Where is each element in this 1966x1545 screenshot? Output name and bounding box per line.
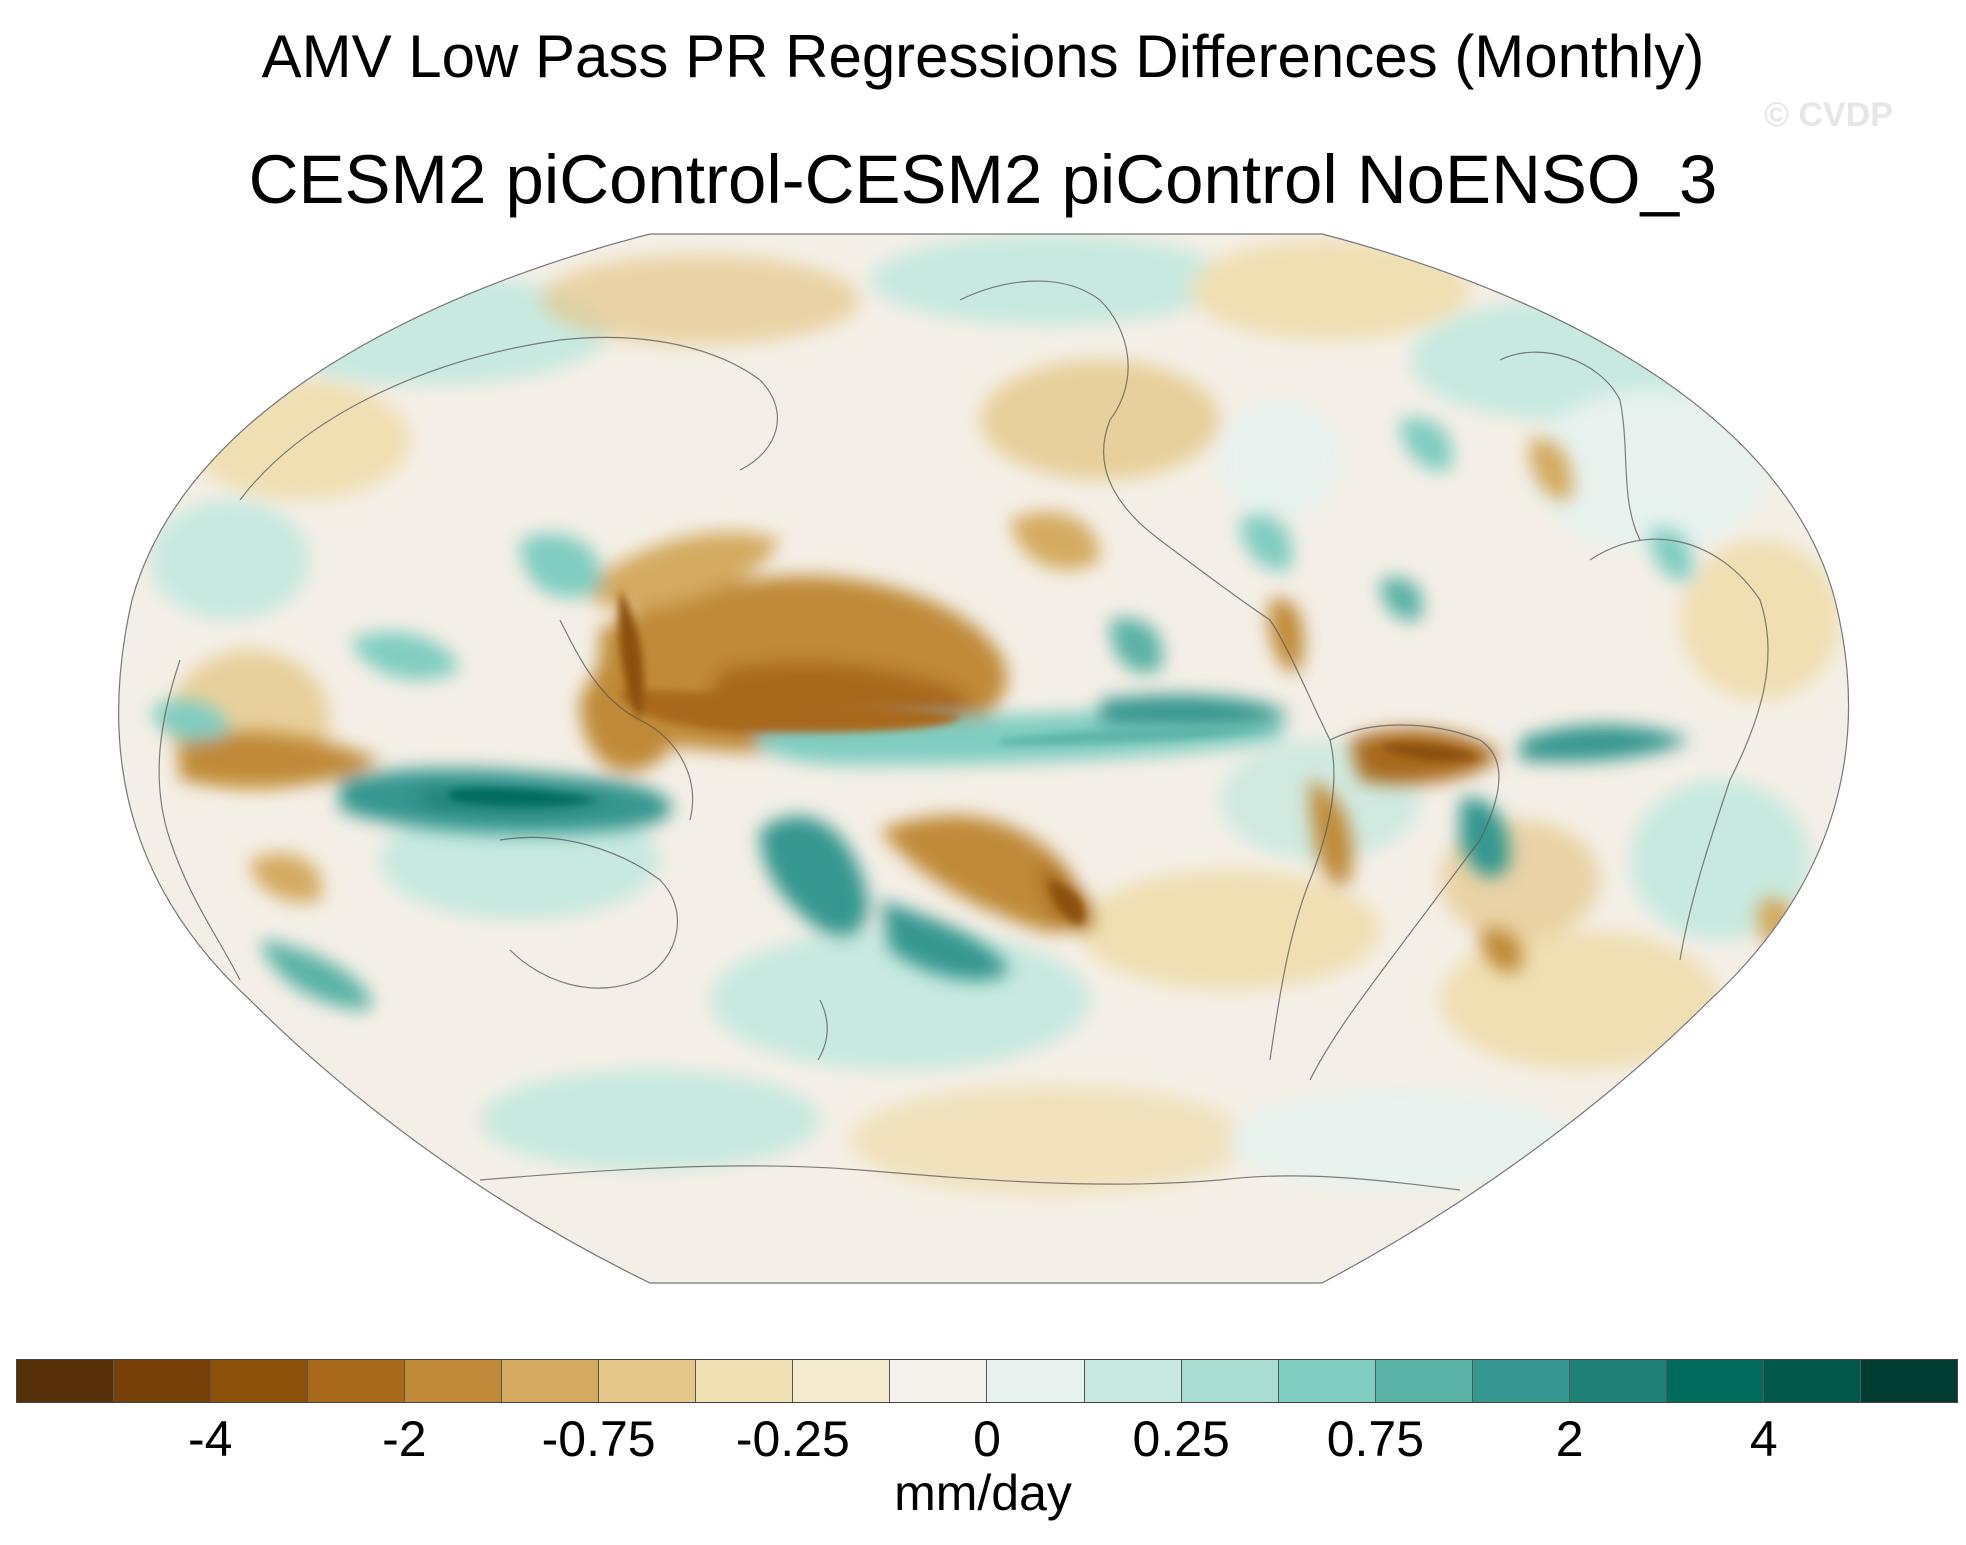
colorbar-tick-label: 0.75 [1326, 1411, 1425, 1467]
colorbar-tick-label: 0 [973, 1411, 1001, 1467]
colorbar-swatch [1666, 1360, 1764, 1402]
colorbar-tick-label: 4 [1749, 1411, 1778, 1467]
colorbar-tick-label: 2 [1555, 1411, 1584, 1467]
colorbar-swatch [1472, 1360, 1570, 1402]
colorbar-swatch [308, 1360, 406, 1402]
colorbar-swatch [405, 1360, 503, 1402]
colorbar-tick-label: -0.75 [541, 1411, 656, 1467]
map-field [118, 234, 1849, 1283]
coastlines [158, 280, 1769, 1191]
colorbar-swatch [1569, 1360, 1667, 1402]
colorbar-swatch [890, 1360, 988, 1402]
colorbar-swatch [17, 1360, 115, 1402]
colorbar-swatch [987, 1360, 1085, 1402]
colorbar-swatch [502, 1360, 600, 1402]
colorbar-swatch [599, 1360, 697, 1402]
colorbar-swatch [1084, 1360, 1182, 1402]
colorbar-units: mm/day [894, 1465, 1072, 1521]
colorbar [16, 1359, 1958, 1403]
globe-outline [117, 233, 1850, 1284]
anomaly-cores [450, 590, 1480, 925]
cvdp-watermark: © CVDP [1764, 96, 1893, 134]
colorbar-swatch [1375, 1360, 1473, 1402]
colorbar-tick-label: -2 [382, 1411, 427, 1467]
colorbar-swatch [211, 1360, 309, 1402]
colorbar-swatch [1763, 1360, 1861, 1402]
figure-subtitle: CESM2 piControl-CESM2 piControl NoENSO_3 [248, 141, 1718, 218]
colorbar-tick-label: -4 [187, 1411, 233, 1467]
anomaly-bands [150, 418, 1799, 1010]
figure-title: AMV Low Pass PR Regressions Differences … [261, 23, 1705, 90]
colorbar-swatch [1278, 1360, 1376, 1402]
colorbar-tick-label: 0.25 [1132, 1411, 1230, 1467]
colorbar-swatch [1860, 1360, 1957, 1402]
colorbar-swatch [793, 1360, 891, 1402]
colorbar-tick-label: -0.25 [735, 1411, 850, 1467]
colorbar-swatch [114, 1360, 212, 1402]
colorbar-swatch [696, 1360, 794, 1402]
colorbar-swatch [1181, 1360, 1279, 1402]
